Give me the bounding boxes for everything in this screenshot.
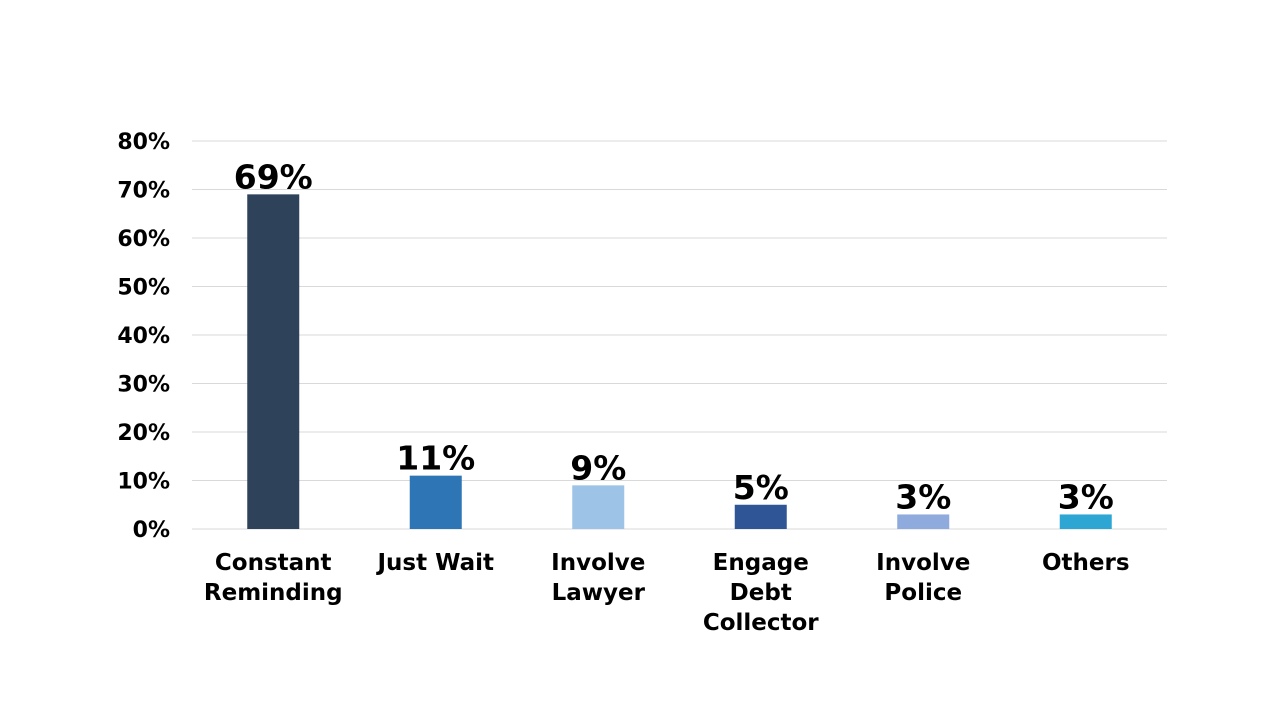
x-tick-label-line: Just Wait xyxy=(375,550,494,576)
data-label: 5% xyxy=(733,468,789,507)
data-label: 11% xyxy=(396,439,475,478)
y-tick-label: 80% xyxy=(117,130,170,155)
y-tick-label: 20% xyxy=(117,421,170,446)
x-tick-label: Others xyxy=(1042,550,1130,576)
gridlines xyxy=(192,140,1167,530)
x-tick-label-line: Involve xyxy=(551,550,645,576)
x-tick-label-line: Police xyxy=(884,580,962,606)
data-label: 9% xyxy=(570,448,626,487)
y-tick-label: 70% xyxy=(117,179,170,204)
x-tick-label-line: Involve xyxy=(876,550,970,576)
y-axis: 0% 10% 20% 30% 40% 50% 60% 70% 80% xyxy=(117,130,170,543)
x-tick-label: Involve Police xyxy=(876,550,970,606)
x-tick-label-line: Lawyer xyxy=(552,580,646,606)
x-axis: Constant Reminding Just Wait Involve Lawyer E… xyxy=(204,550,1130,636)
bar xyxy=(409,475,462,529)
y-tick-label: 0% xyxy=(133,518,170,543)
x-tick-label-line: Debt xyxy=(730,580,792,606)
bar xyxy=(572,485,625,529)
y-tick-label: 30% xyxy=(117,373,170,398)
y-tick-label: 10% xyxy=(117,470,170,495)
x-tick-label: Engage Debt Collector xyxy=(703,550,819,636)
x-tick-label-line: Engage xyxy=(713,550,809,576)
data-label: 69% xyxy=(234,157,313,196)
x-tick-label: Just Wait xyxy=(375,550,494,576)
x-tick-label: Involve Lawyer xyxy=(551,550,645,606)
x-tick-label: Constant Reminding xyxy=(204,550,343,606)
bar xyxy=(734,504,787,529)
bar xyxy=(897,514,950,529)
y-tick-label: 50% xyxy=(117,276,170,301)
x-tick-label-line: Collector xyxy=(703,610,819,636)
bar xyxy=(1059,514,1112,529)
y-tick-label: 40% xyxy=(117,324,170,349)
y-tick-label: 60% xyxy=(117,227,170,252)
bars xyxy=(247,194,1112,529)
data-label: 3% xyxy=(1058,477,1114,516)
bar xyxy=(247,194,300,529)
data-labels: 69% 11% 9% 5% 3% 3% xyxy=(234,157,1114,516)
x-tick-label-line: Constant xyxy=(215,550,332,576)
x-tick-label-line: Others xyxy=(1042,550,1130,576)
data-label: 3% xyxy=(895,477,951,516)
x-tick-label-line: Reminding xyxy=(204,580,343,606)
